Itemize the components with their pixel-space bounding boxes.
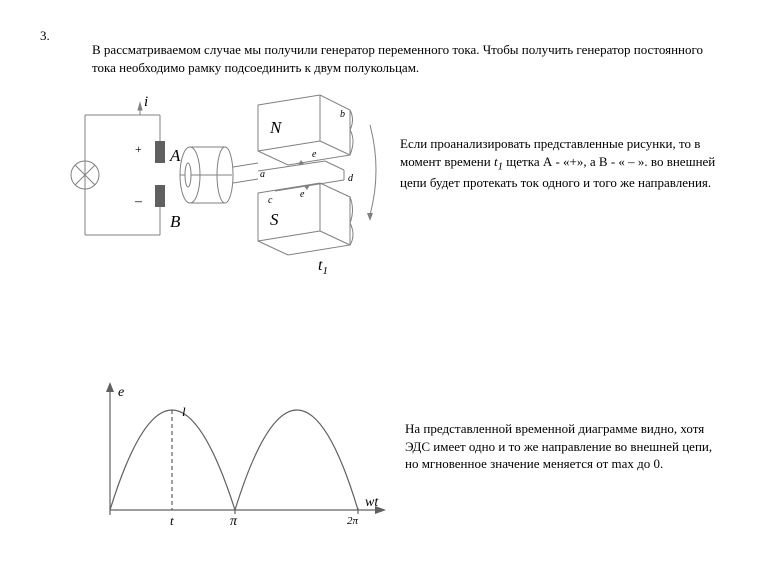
label-i: i — [144, 94, 148, 110]
label-e-top: e — [312, 149, 317, 160]
label-S: S — [270, 210, 279, 229]
label-minus: – — [134, 194, 143, 209]
figure-waveform: e l t π 2π wt — [90, 380, 390, 530]
label-t1-sub: 1 — [322, 265, 328, 275]
paragraph-generator-explain: Если проанализировать представленные рис… — [400, 135, 720, 191]
label-B: B — [170, 212, 181, 231]
axis-e: e — [118, 385, 124, 400]
label-N: N — [269, 118, 283, 137]
label-t: t — [170, 513, 174, 528]
label-e-bot: e — [300, 189, 305, 200]
figure-generator: i + – A B N S a b c d e e t1 — [70, 85, 380, 275]
paragraph-intro: В рассматриваемом случае мы получили ген… — [92, 41, 718, 76]
svg-text:t1: t1 — [318, 257, 328, 275]
label-A: A — [169, 146, 181, 165]
label-pi: π — [230, 514, 238, 529]
item-number: 3. — [40, 28, 50, 44]
label-a: a — [260, 169, 265, 180]
label-2pi: 2π — [347, 515, 359, 527]
label-b: b — [340, 109, 345, 120]
label-l: l — [182, 404, 186, 419]
label-plus: + — [135, 142, 142, 156]
label-c: c — [268, 195, 273, 206]
label-d: d — [348, 173, 354, 184]
axis-wt: wt — [365, 495, 379, 510]
paragraph-waveform-explain: На представленной временной диаграмме ви… — [405, 420, 725, 473]
